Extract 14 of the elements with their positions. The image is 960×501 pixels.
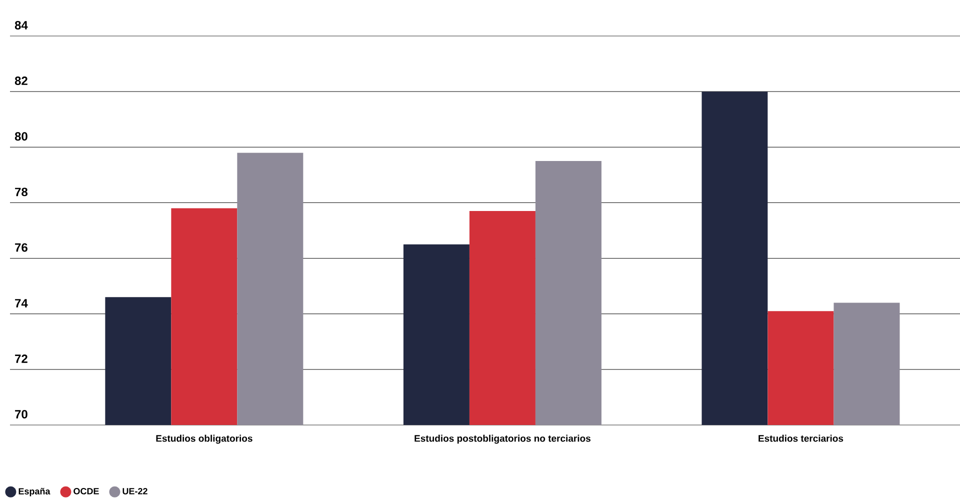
y-tick-label: 78 bbox=[15, 188, 28, 196]
y-tick-label: 80 bbox=[14, 132, 28, 141]
legend-label: España bbox=[18, 488, 50, 496]
x-tick-label: Estudios postobligatorios no terciarios bbox=[414, 434, 590, 444]
y-tick-label: 76 bbox=[15, 243, 28, 252]
y-tick-label: 74 bbox=[15, 299, 28, 308]
legend-label: OCDE bbox=[74, 488, 99, 494]
legend-label: UE-22 bbox=[122, 488, 148, 494]
x-tick-label: Estudios terciarios bbox=[758, 434, 844, 442]
y-tick-label: 72 bbox=[15, 354, 28, 363]
y-tick-label: 70 bbox=[15, 410, 28, 418]
y-tick-label: 84 bbox=[14, 20, 28, 30]
x-tick-label: Estudios obligatorios bbox=[156, 434, 252, 444]
y-tick-label: 82 bbox=[14, 76, 28, 86]
